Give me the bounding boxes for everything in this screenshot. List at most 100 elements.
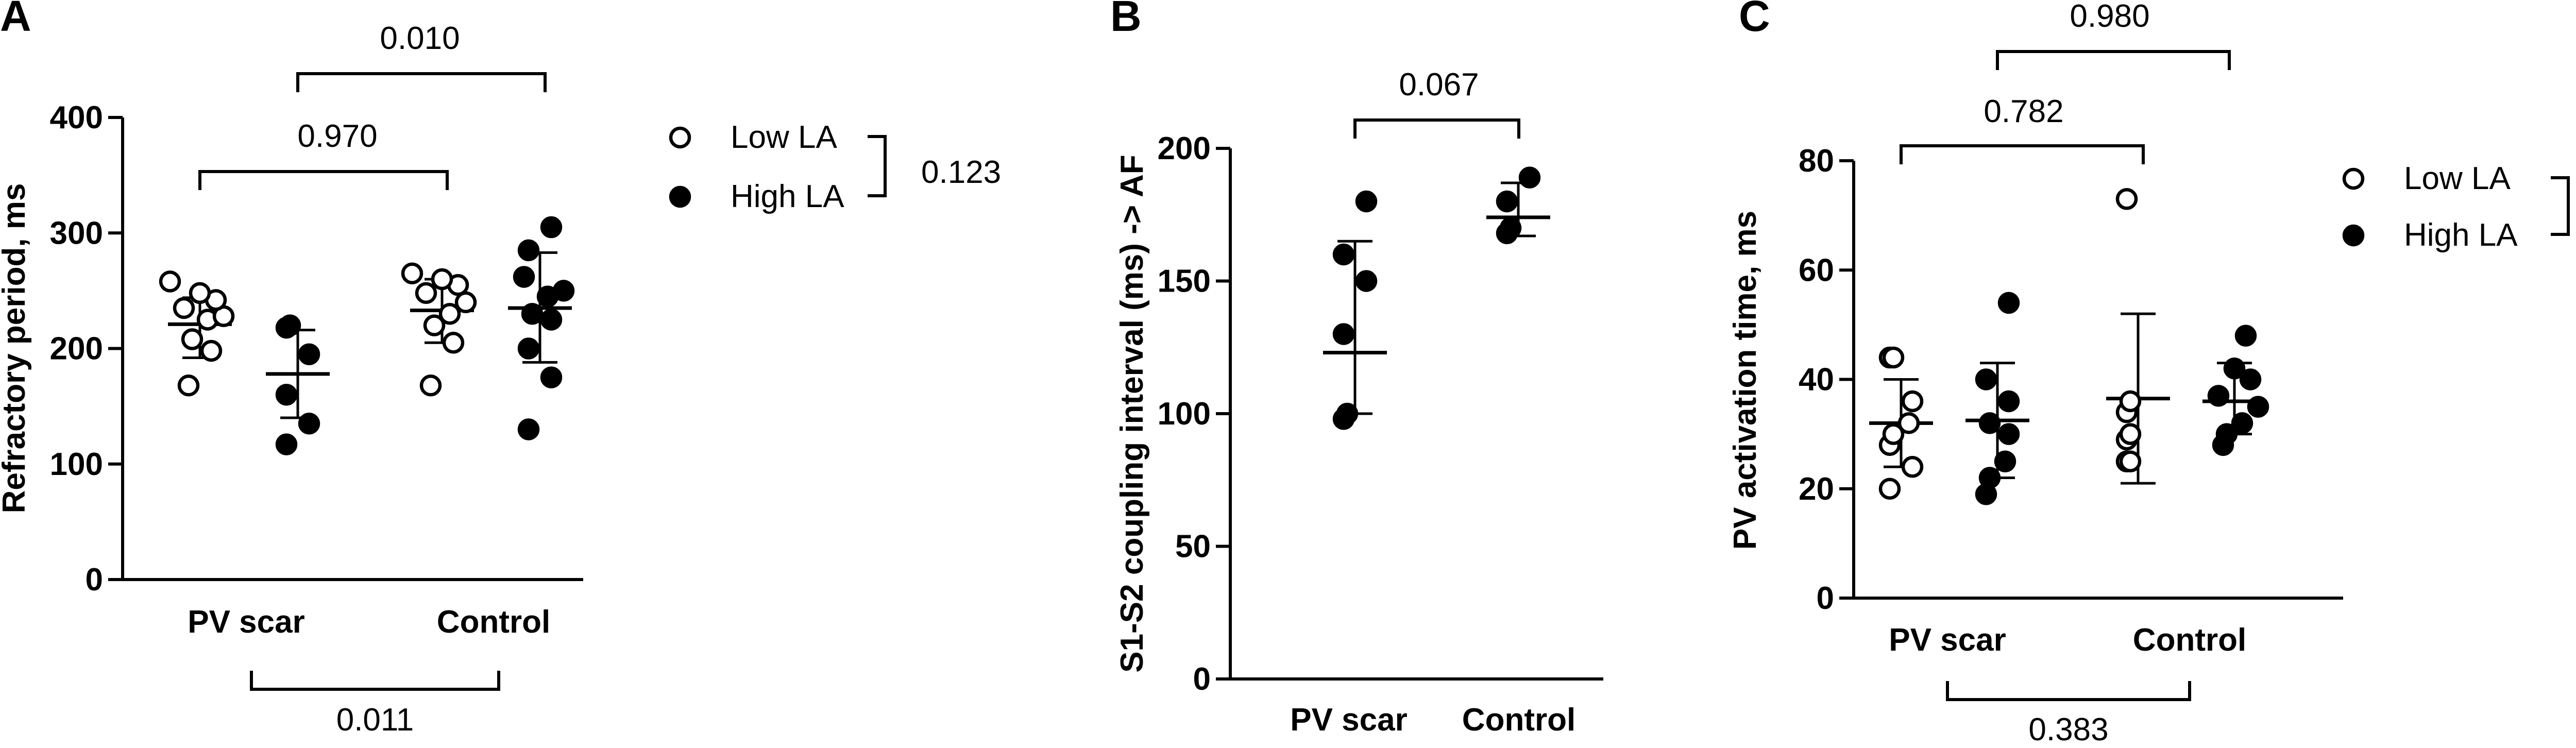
comparison-bracket: [296, 72, 547, 92]
data-point: [1994, 450, 2016, 472]
data-point: [298, 343, 320, 365]
y-tick-label: 300: [50, 215, 103, 251]
legend-label-low-la: Low LA: [2404, 161, 2511, 196]
data-point: [1336, 402, 1359, 425]
panel-c: C 0 20 40 60 80 PV activation time, ms PV scar C…: [1727, 0, 2570, 747]
y-tick-label: 400: [50, 100, 103, 135]
data-point: [517, 239, 540, 262]
data-point: [1878, 478, 1901, 500]
data-point: [1332, 323, 1355, 345]
data-point: [517, 418, 540, 440]
data-point: [438, 302, 461, 325]
y-tick-label: 200: [50, 331, 103, 367]
data-point: [159, 270, 181, 293]
y-tick-label: 80: [1799, 143, 1834, 179]
data-point: [2119, 450, 2142, 472]
data-point: [2231, 412, 2253, 434]
x-group-label: Control: [2133, 622, 2246, 658]
data-point: [1882, 346, 1905, 369]
panel-letter: A: [0, 0, 31, 40]
legend-label-low-la: Low LA: [731, 120, 837, 155]
data-point: [298, 413, 320, 435]
data-point: [1997, 292, 2020, 314]
data-point: [2119, 423, 2142, 445]
panel-letter: C: [1739, 0, 1770, 40]
comparison-bracket: [1900, 144, 2145, 164]
y-tick-label: 100: [1158, 396, 1211, 432]
data-point: [1997, 390, 2020, 413]
data-point: [2207, 385, 2230, 407]
comparison-bracket: [1946, 681, 2191, 701]
comparison-p-value: 0.782: [1984, 94, 2063, 129]
y-tick-label: 40: [1799, 362, 1834, 398]
data-point: [1355, 270, 1378, 292]
comparison-bracket: [1996, 50, 2231, 70]
data-point: [1901, 390, 1924, 413]
legend-bracket: [868, 135, 887, 197]
data-point: [2223, 358, 2246, 380]
data-point: [540, 366, 563, 388]
data-point: [2215, 423, 2238, 445]
data-point: [442, 332, 465, 354]
comparison-p-value: 0.980: [2070, 0, 2149, 34]
legend-marker-low-la: [2342, 167, 2365, 190]
data-point: [423, 314, 446, 336]
y-tick-label: 200: [1158, 131, 1211, 166]
data-point: [189, 282, 211, 304]
data-point: [1499, 217, 1522, 239]
y-axis-title: S1-S2 coupling interval (ms) -> AF: [1114, 155, 1150, 672]
comparison-bracket: [198, 170, 449, 190]
y-axis-title: Refractory period, ms: [0, 183, 32, 514]
data-point: [521, 302, 544, 325]
data-point: [431, 268, 453, 291]
y-tick-label: 0: [86, 562, 103, 598]
data-point: [517, 337, 540, 360]
comparison-p-value: 0.011: [336, 702, 414, 738]
y-tick-label: 0: [1817, 581, 1834, 616]
data-point: [454, 291, 477, 314]
data-point: [181, 328, 204, 350]
y-tick-label: 100: [50, 447, 103, 482]
data-point: [275, 383, 298, 406]
data-point: [279, 314, 301, 336]
data-point: [1978, 412, 2001, 434]
legend-bracket: [2551, 176, 2570, 236]
data-point: [1901, 456, 1924, 478]
data-point: [177, 375, 200, 397]
x-group-label: Control: [1462, 702, 1575, 738]
y-tick-label: 20: [1799, 471, 1834, 507]
x-group-label: PV scar: [1290, 702, 1408, 738]
data-point: [1496, 190, 1518, 213]
comparison-p-value: 0.383: [2028, 712, 2108, 747]
data-point: [173, 297, 195, 319]
data-point: [415, 282, 437, 304]
data-point: [1897, 412, 1920, 434]
comparison-bracket: [1353, 118, 1520, 139]
x-group-label: PV scar: [188, 604, 305, 640]
data-point: [552, 280, 575, 302]
y-tick-label: 50: [1175, 529, 1211, 565]
data-point: [540, 309, 563, 331]
data-point: [401, 262, 423, 284]
y-tick-label: 0: [1193, 661, 1211, 697]
legend-p-value: 0.123: [921, 155, 1001, 190]
x-group-label: Control: [437, 604, 550, 640]
data-point: [1975, 368, 1997, 390]
data-point: [1882, 423, 1905, 445]
legend-label-high-la: High LA: [2404, 217, 2518, 253]
comparison-bracket: [250, 671, 500, 691]
comparison-p-value: 0.970: [297, 118, 377, 154]
data-point: [2234, 325, 2257, 347]
data-point: [200, 339, 223, 362]
data-point: [540, 216, 563, 239]
y-tick-label: 150: [1158, 264, 1211, 299]
legend-marker-high-la: [669, 185, 691, 208]
legend-marker-low-la: [669, 126, 691, 149]
data-point: [2119, 390, 2142, 413]
data-point: [1978, 467, 2001, 489]
data-point: [275, 433, 298, 455]
data-point: [2115, 188, 2138, 210]
y-tick-label: 60: [1799, 252, 1834, 288]
